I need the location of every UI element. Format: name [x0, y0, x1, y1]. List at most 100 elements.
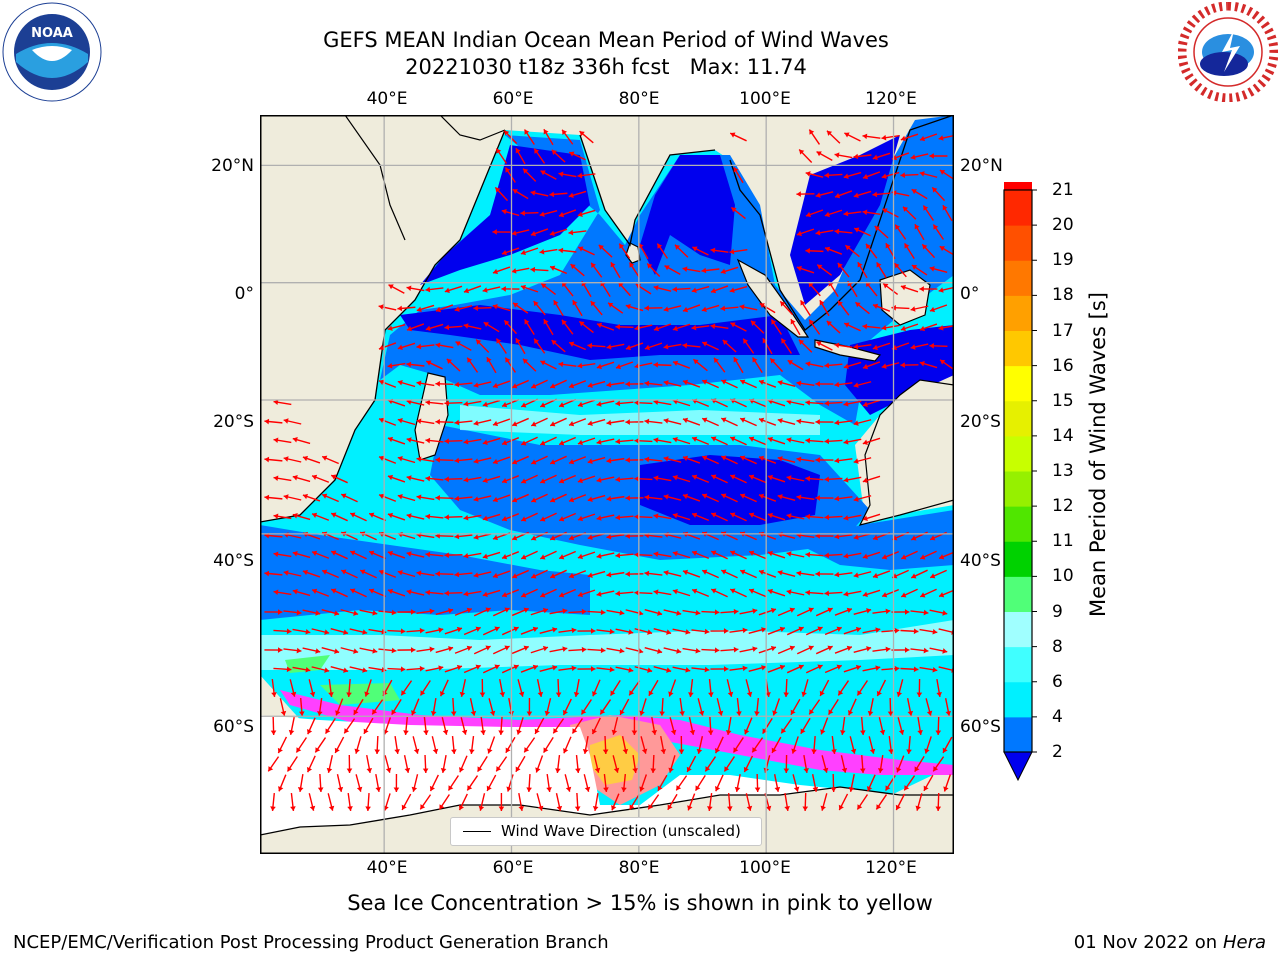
wind-arrow-head	[550, 421, 556, 427]
wind-arrow-head	[572, 728, 578, 734]
wind-arrow-head	[721, 379, 727, 385]
wind-arrow-head	[512, 189, 518, 195]
colorbar-tick-label: 20	[1052, 215, 1074, 236]
wind-arrow-head	[456, 664, 462, 671]
wind-arrow-head	[862, 553, 868, 560]
wind-arrow-head	[920, 592, 926, 598]
wind-arrow-head	[404, 767, 411, 773]
wind-arrow-head	[853, 496, 859, 502]
wind-arrow-head	[425, 286, 431, 293]
wind-arrow-head	[725, 730, 732, 735]
wind-arrow-head	[535, 767, 541, 773]
wind-arrow-head	[577, 211, 583, 217]
wind-arrow-head	[505, 357, 511, 363]
wind-arrow-head	[796, 230, 802, 237]
wind-arrow-head	[843, 210, 849, 217]
wind-arrow-head	[634, 475, 639, 482]
wind-arrow-head	[416, 456, 422, 463]
wind-arrow-head	[866, 786, 873, 792]
wind-arrow-head	[750, 320, 757, 326]
antarctica-coastline	[260, 786, 954, 836]
wind-arrow-head	[322, 455, 328, 461]
wind-arrow-head	[574, 806, 581, 811]
wind-arrow-head	[463, 287, 470, 294]
wind-arrow-head	[653, 399, 659, 405]
wind-arrow-head	[727, 806, 733, 811]
wind-arrow-head	[492, 382, 499, 389]
wind-arrow-head	[502, 440, 508, 446]
wind-arrow-head	[894, 627, 900, 634]
wind-wave-arrows	[264, 128, 954, 812]
wind-arrow-head	[438, 665, 444, 671]
wind-arrow-head	[552, 665, 558, 671]
wind-arrow-head	[929, 266, 935, 272]
colorbar-cell	[1004, 330, 1032, 367]
colorbar-tick-label: 18	[1052, 285, 1074, 306]
sea-ice-note: Sea Ice Concentration > 15% is shown in …	[347, 891, 933, 915]
wind-arrow-head	[581, 709, 587, 715]
wind-arrow-head	[733, 357, 739, 363]
wind-arrow-head	[672, 588, 678, 595]
wind-arrow-head	[641, 748, 648, 754]
wind-arrow-head	[648, 690, 654, 696]
wind-arrow-head	[577, 553, 583, 560]
wind-arrow-head	[634, 589, 639, 596]
wind-arrow-head	[506, 786, 512, 792]
wind-arrow-head	[834, 571, 840, 578]
wind-arrow-head	[270, 806, 276, 811]
wind-arrow-head	[862, 515, 868, 522]
wind-arrow-head	[366, 767, 373, 773]
wind-arrow-head	[686, 766, 692, 772]
wind-arrow-head	[450, 711, 457, 716]
wind-arrow-head	[520, 249, 526, 256]
wind-arrow-head	[882, 554, 888, 560]
wind-arrow-head	[857, 690, 863, 696]
wind-arrow-head	[938, 325, 944, 331]
wind-arrow-head	[752, 646, 758, 652]
wind-arrow-head	[502, 478, 508, 484]
wind-arrow-head	[691, 287, 697, 293]
wind-arrow-head	[562, 129, 567, 135]
wind-arrow-head	[444, 287, 450, 294]
map-panel	[260, 115, 954, 854]
wind-arrow-head	[900, 284, 906, 291]
wind-arrow-head	[862, 323, 868, 330]
wind-arrow-head	[499, 691, 506, 697]
chart-title: GEFS MEAN Indian Ocean Mean Period of Wi…	[323, 28, 889, 52]
wind-arrow-head	[296, 647, 302, 654]
wind-arrow-head	[422, 768, 429, 773]
wind-arrow-head	[625, 457, 630, 463]
wind-arrow-head	[914, 766, 920, 772]
wind-arrow-head	[475, 664, 481, 670]
wind-arrow-head	[587, 382, 593, 388]
wind-arrow-head	[473, 420, 479, 426]
wind-arrow-head	[512, 535, 518, 541]
wind-arrow-head	[692, 436, 698, 442]
wind-arrow-head	[328, 692, 334, 697]
wind-arrow-head	[836, 626, 842, 632]
wind-arrow-head	[558, 211, 565, 218]
wind-arrow-head	[615, 400, 621, 407]
wind-arrow-head	[587, 572, 593, 578]
wind-arrow-head	[363, 728, 369, 734]
wind-arrow-head	[770, 645, 776, 652]
wind-arrow-head	[512, 421, 518, 427]
wind-arrow-head	[815, 419, 820, 425]
wind-arrow-head	[900, 172, 906, 179]
wind-arrow-head	[777, 456, 783, 462]
wind-arrow-head	[724, 766, 730, 772]
wind-arrow-head	[874, 225, 880, 232]
wind-arrow-head	[805, 247, 810, 254]
wind-arrow-head	[834, 495, 840, 502]
wind-arrow-head	[610, 690, 616, 696]
wind-arrow-head	[682, 306, 689, 313]
madagascar	[414, 372, 449, 461]
colorbar-under-triangle	[1003, 751, 1033, 782]
wind-arrow-head	[448, 608, 454, 614]
wind-arrow-head	[305, 666, 311, 673]
wind-arrow-head	[611, 729, 618, 735]
wind-arrow-head	[425, 325, 431, 331]
wind-arrow-head	[608, 302, 614, 308]
wind-arrow-head	[877, 768, 884, 773]
wind-arrow-head	[426, 360, 432, 366]
